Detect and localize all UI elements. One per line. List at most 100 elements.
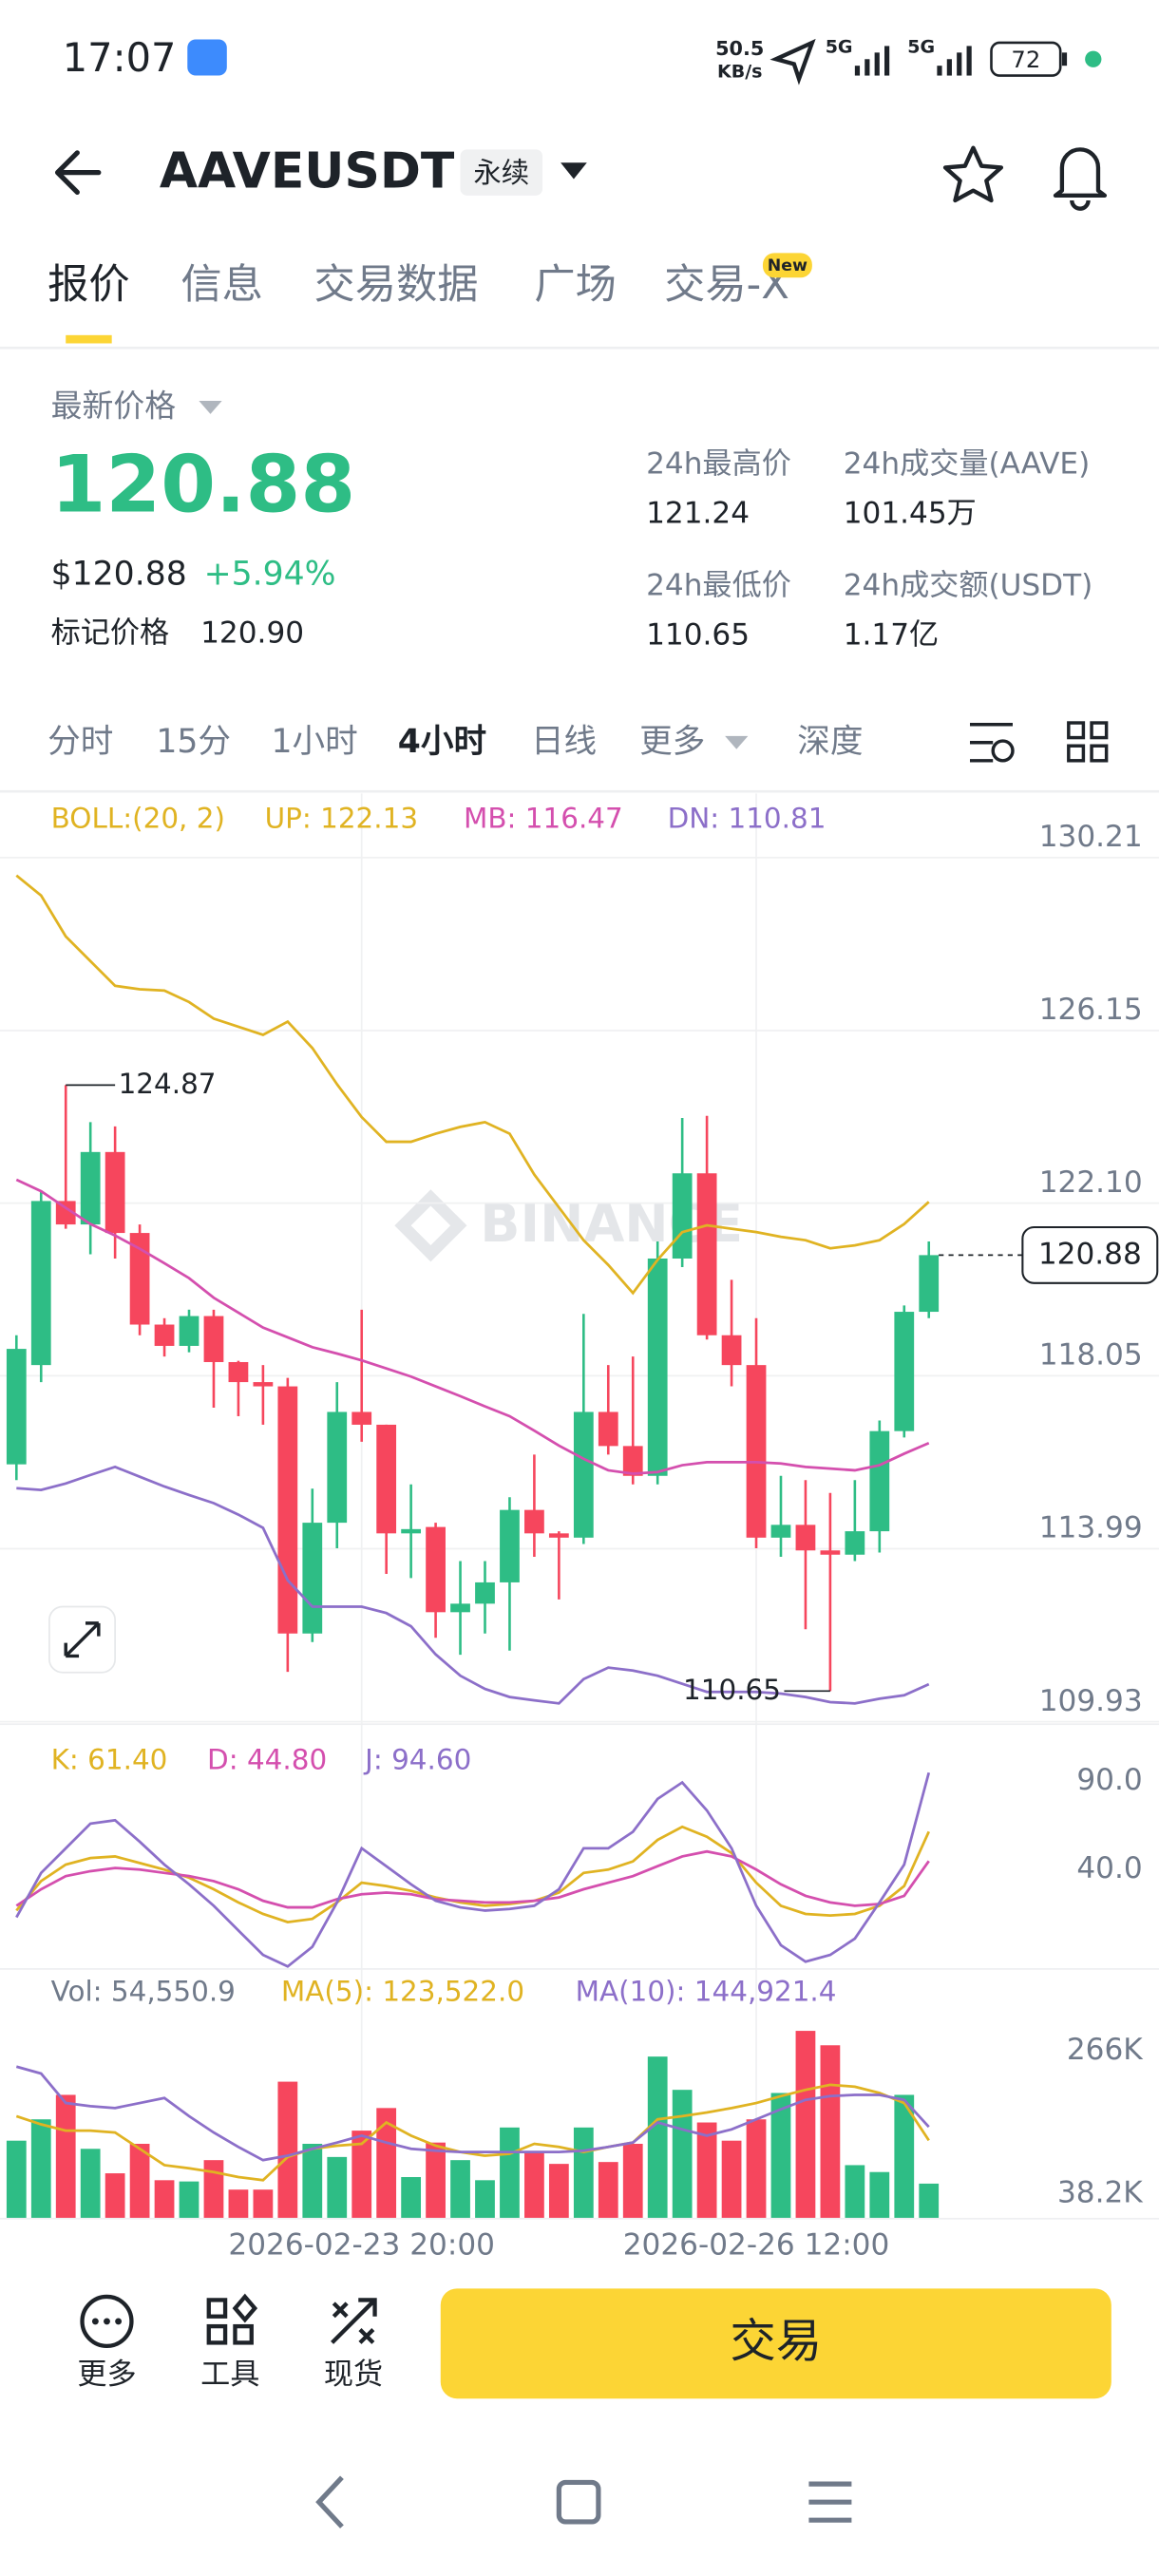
new-badge: New [768,256,808,275]
signal-label: 5G [826,37,853,58]
volume-ma-line [15,2083,930,2182]
symbol[interactable]: AAVEUSDT [160,142,455,199]
interval[interactable]: 1小时 [272,723,358,761]
tab[interactable]: 广场 [534,261,617,309]
tag-background [460,149,543,196]
volume-bar [302,2143,323,2218]
volume-ma-line [15,2065,930,2162]
last-price-box [1021,1225,1159,1284]
candle-body [573,1411,594,1538]
boll-line [15,1178,930,1475]
contract-tag: 永续 [473,157,529,189]
more-icon[interactable] [80,2294,134,2349]
volume-bar [30,2119,51,2218]
y-tick-label: 40.0 [1076,1851,1142,1885]
indicator-settings[interactable] [969,723,1015,763]
divider [0,789,1159,793]
y-tick-label: 38.2K [1057,2176,1144,2210]
candle-body [746,1365,767,1538]
boll-line [15,874,930,1296]
candle-body [647,1258,668,1476]
interval[interactable]: 分时 [48,723,113,761]
tab-indicator [66,334,112,344]
stat-label: 24h最低价 [646,568,791,602]
candle-body [401,1528,422,1534]
volume-bar [228,2189,249,2218]
divider [0,346,1159,350]
interval[interactable]: 15分 [156,723,231,761]
price-dropdown[interactable] [199,401,222,414]
favorite-button[interactable] [942,145,1004,203]
panel-divider [0,2217,1159,2220]
candle-body [302,1523,323,1634]
legend-entry: Vol: 54,550.9 [51,1975,236,2007]
candle-body [154,1324,175,1346]
volume-bar [524,2151,544,2218]
nav-menu[interactable] [808,2481,852,2523]
volume-bar [80,2149,101,2218]
trade-button-label[interactable]: 交易 [730,2315,822,2368]
candle-body [721,1335,742,1366]
candle-body [426,1526,446,1613]
y-tick-label: 90.0 [1076,1763,1142,1797]
trade-button[interactable] [440,2288,1112,2399]
tab[interactable]: 交易数据 [314,261,479,309]
interval[interactable]: 日线 [531,723,597,761]
volume-bar [426,2142,446,2218]
nav-back[interactable] [315,2475,344,2529]
candle-body [869,1430,890,1532]
app-icon [187,39,227,76]
candle-body [500,1509,520,1582]
bottom-label[interactable]: 更多 [77,2358,136,2392]
price-label[interactable]: 最新价格 [51,387,177,424]
volume-bar [845,2165,865,2218]
legend-entry: MA(10): 144,921.4 [576,1975,837,2007]
legend-entry: J: 94.60 [363,1744,471,1776]
symbol-dropdown[interactable] [560,162,587,180]
more-dropdown[interactable] [725,735,749,749]
alert-button[interactable] [1053,147,1108,211]
interval-active[interactable]: 4小时 [398,723,486,761]
more-dots [91,2318,123,2325]
y-tick-label: 126.15 [1039,993,1143,1027]
tab-active[interactable]: 报价 [48,261,130,309]
candle-body [327,1411,348,1524]
spot-icon[interactable] [331,2298,377,2344]
y-tick-label: 109.93 [1039,1684,1143,1718]
volume-bar [746,2119,767,2218]
candle-body [104,1151,125,1234]
layout-button[interactable] [1067,721,1109,763]
y-tick-label: 118.05 [1039,1338,1143,1373]
candle-body [598,1411,618,1447]
volume-bar [919,2183,940,2218]
volume-bar [622,2143,643,2218]
stat-label: 24h成交额(USDT) [844,568,1093,602]
volume-bar [450,2160,470,2218]
stat-label: 24h最高价 [646,446,791,481]
net-speed: 50.5 [715,37,764,60]
mark-price: 120.90 [200,616,304,651]
x-tick-label: 2026-02-23 20:00 [228,2227,495,2262]
nav-home[interactable] [556,2479,601,2525]
interval[interactable]: 更多 [639,723,705,761]
volume-bar [869,2171,890,2218]
back-button[interactable] [54,150,102,195]
tab[interactable]: 信息 [180,261,263,309]
interval[interactable]: 深度 [797,723,863,761]
legend-entry: BOLL:(20, 2) [51,803,225,835]
volume-bar [352,2131,372,2218]
candle-body [352,1411,372,1425]
y-tick-label: 266K [1067,2033,1144,2067]
bottom-label[interactable]: 现货 [324,2358,383,2392]
candle-body [228,1361,249,1383]
bottom-label[interactable]: 工具 [200,2358,259,2392]
legend-entry: D: 44.80 [207,1744,327,1776]
volume-bar [55,2094,76,2218]
y-tick-label: 113.99 [1039,1511,1143,1545]
y-tick-label: 130.21 [1039,820,1143,854]
tools-icon[interactable] [206,2293,258,2345]
volume-bar [104,2173,125,2218]
volume-bar [573,2127,594,2218]
x-tick-label: 2026-02-26 12:00 [623,2227,890,2262]
